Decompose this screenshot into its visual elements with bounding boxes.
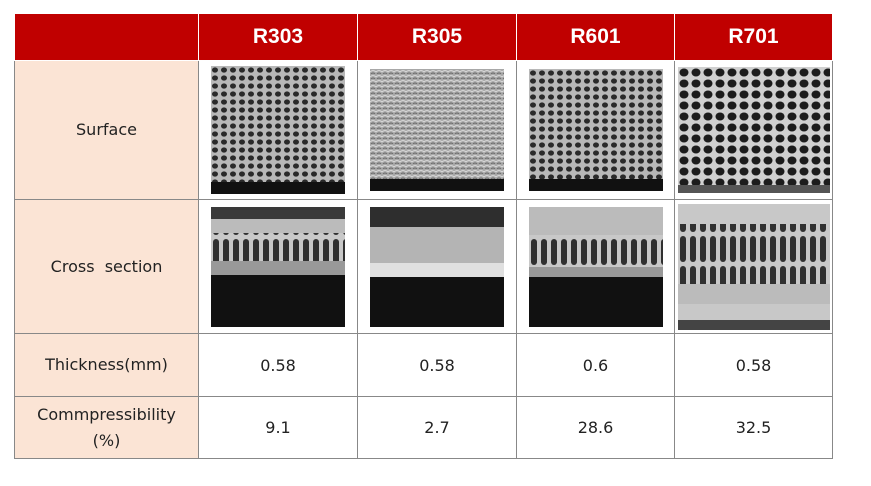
sem-image — [211, 206, 345, 327]
label-line: (%) — [92, 430, 121, 450]
surface-row: Surface — [14, 60, 833, 200]
image-cell — [198, 60, 358, 200]
image-cell — [516, 60, 675, 200]
cross-section-row: Cross section — [14, 199, 833, 334]
value-cell: 9.1 — [198, 396, 358, 459]
image-cell — [516, 199, 675, 334]
column-header: R701 — [674, 14, 833, 61]
sem-image — [370, 206, 504, 327]
sem-image — [211, 66, 345, 194]
spec-table: R303 R305 R601 R701 Surface Cross sectio… — [14, 14, 833, 459]
sem-image — [677, 203, 830, 330]
value-cell: 0.58 — [357, 333, 517, 397]
column-header: R303 — [198, 14, 358, 61]
row-label: Commpressibility (%) — [14, 396, 199, 459]
value-cell: 28.6 — [516, 396, 675, 459]
value-cell: 32.5 — [674, 396, 833, 459]
image-cell — [198, 199, 358, 334]
row-label: Surface — [14, 60, 199, 200]
value-cell: 2.7 — [357, 396, 517, 459]
column-header: R305 — [357, 14, 517, 61]
image-cell — [357, 60, 517, 200]
row-label: Thickness(mm) — [14, 333, 199, 397]
value-cell: 0.6 — [516, 333, 675, 397]
value-cell: 0.58 — [674, 333, 833, 397]
sem-image — [370, 69, 504, 191]
column-header: R601 — [516, 14, 675, 61]
image-cell — [674, 60, 833, 200]
sem-image — [528, 69, 663, 191]
image-cell — [674, 199, 833, 334]
thickness-row: Thickness(mm) 0.58 0.58 0.6 0.58 — [14, 333, 833, 397]
value-cell: 0.58 — [198, 333, 358, 397]
sem-image — [677, 67, 830, 193]
row-label: Cross section — [14, 199, 199, 334]
compressibility-row: Commpressibility (%) 9.1 2.7 28.6 32.5 — [14, 396, 833, 459]
label-line: Commpressibility — [37, 404, 176, 424]
header-row: R303 R305 R601 R701 — [14, 14, 833, 61]
header-corner — [14, 14, 199, 61]
image-cell — [357, 199, 517, 334]
sem-image — [528, 206, 663, 327]
